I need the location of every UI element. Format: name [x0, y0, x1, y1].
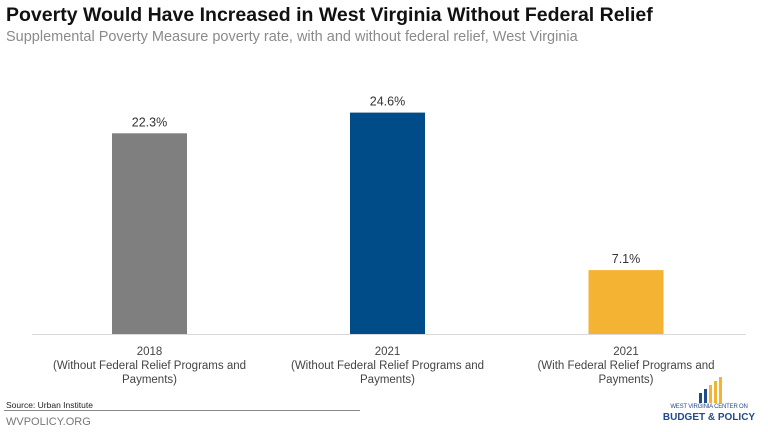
- category-label-line: (Without Federal Relief Programs and: [290, 360, 485, 372]
- source-divider: [4, 410, 360, 411]
- bar-chart: 22.3% 24.6% 7.1%: [32, 95, 746, 335]
- bar: [588, 270, 664, 334]
- logo-bars-icon: [699, 377, 722, 403]
- category-label-line: Payments): [122, 374, 177, 386]
- category-label: 2021 (Without Federal Relief Programs and…: [278, 345, 498, 387]
- logo-line1: WEST VIRGINIA CENTER ON: [670, 404, 748, 410]
- category-label-line: 2021: [374, 346, 401, 358]
- category-label-line: (With Federal Relief Programs and Paymen…: [537, 360, 715, 386]
- category-label-line: (Without Federal Relief Programs and: [52, 360, 247, 372]
- logo-line2: BUDGET & POLICY: [662, 412, 756, 423]
- bar: [112, 133, 187, 334]
- website-label: WVPOLICY.ORG: [6, 416, 91, 428]
- bar: [350, 112, 425, 334]
- source-note: Source: Urban Institute: [6, 400, 93, 410]
- category-label-line: 2018: [136, 346, 163, 358]
- data-label: 22.3%: [132, 115, 167, 129]
- category-label: 2018 (Without Federal Relief Programs and…: [40, 345, 260, 387]
- category-label: 2021 (With Federal Relief Programs and Pa…: [516, 345, 736, 387]
- category-label-line: 2021: [613, 346, 639, 358]
- category-label-line: Payments): [360, 374, 415, 386]
- data-label: 7.1%: [612, 252, 641, 266]
- wvcbp-logo: WEST VIRGINIA CENTER ON BUDGET & POLICY: [654, 377, 764, 427]
- chart-title: Poverty Would Have Increased in West Vir…: [6, 4, 653, 26]
- data-label: 24.6%: [370, 95, 405, 109]
- chart-subtitle: Supplemental Poverty Measure poverty rat…: [6, 29, 578, 45]
